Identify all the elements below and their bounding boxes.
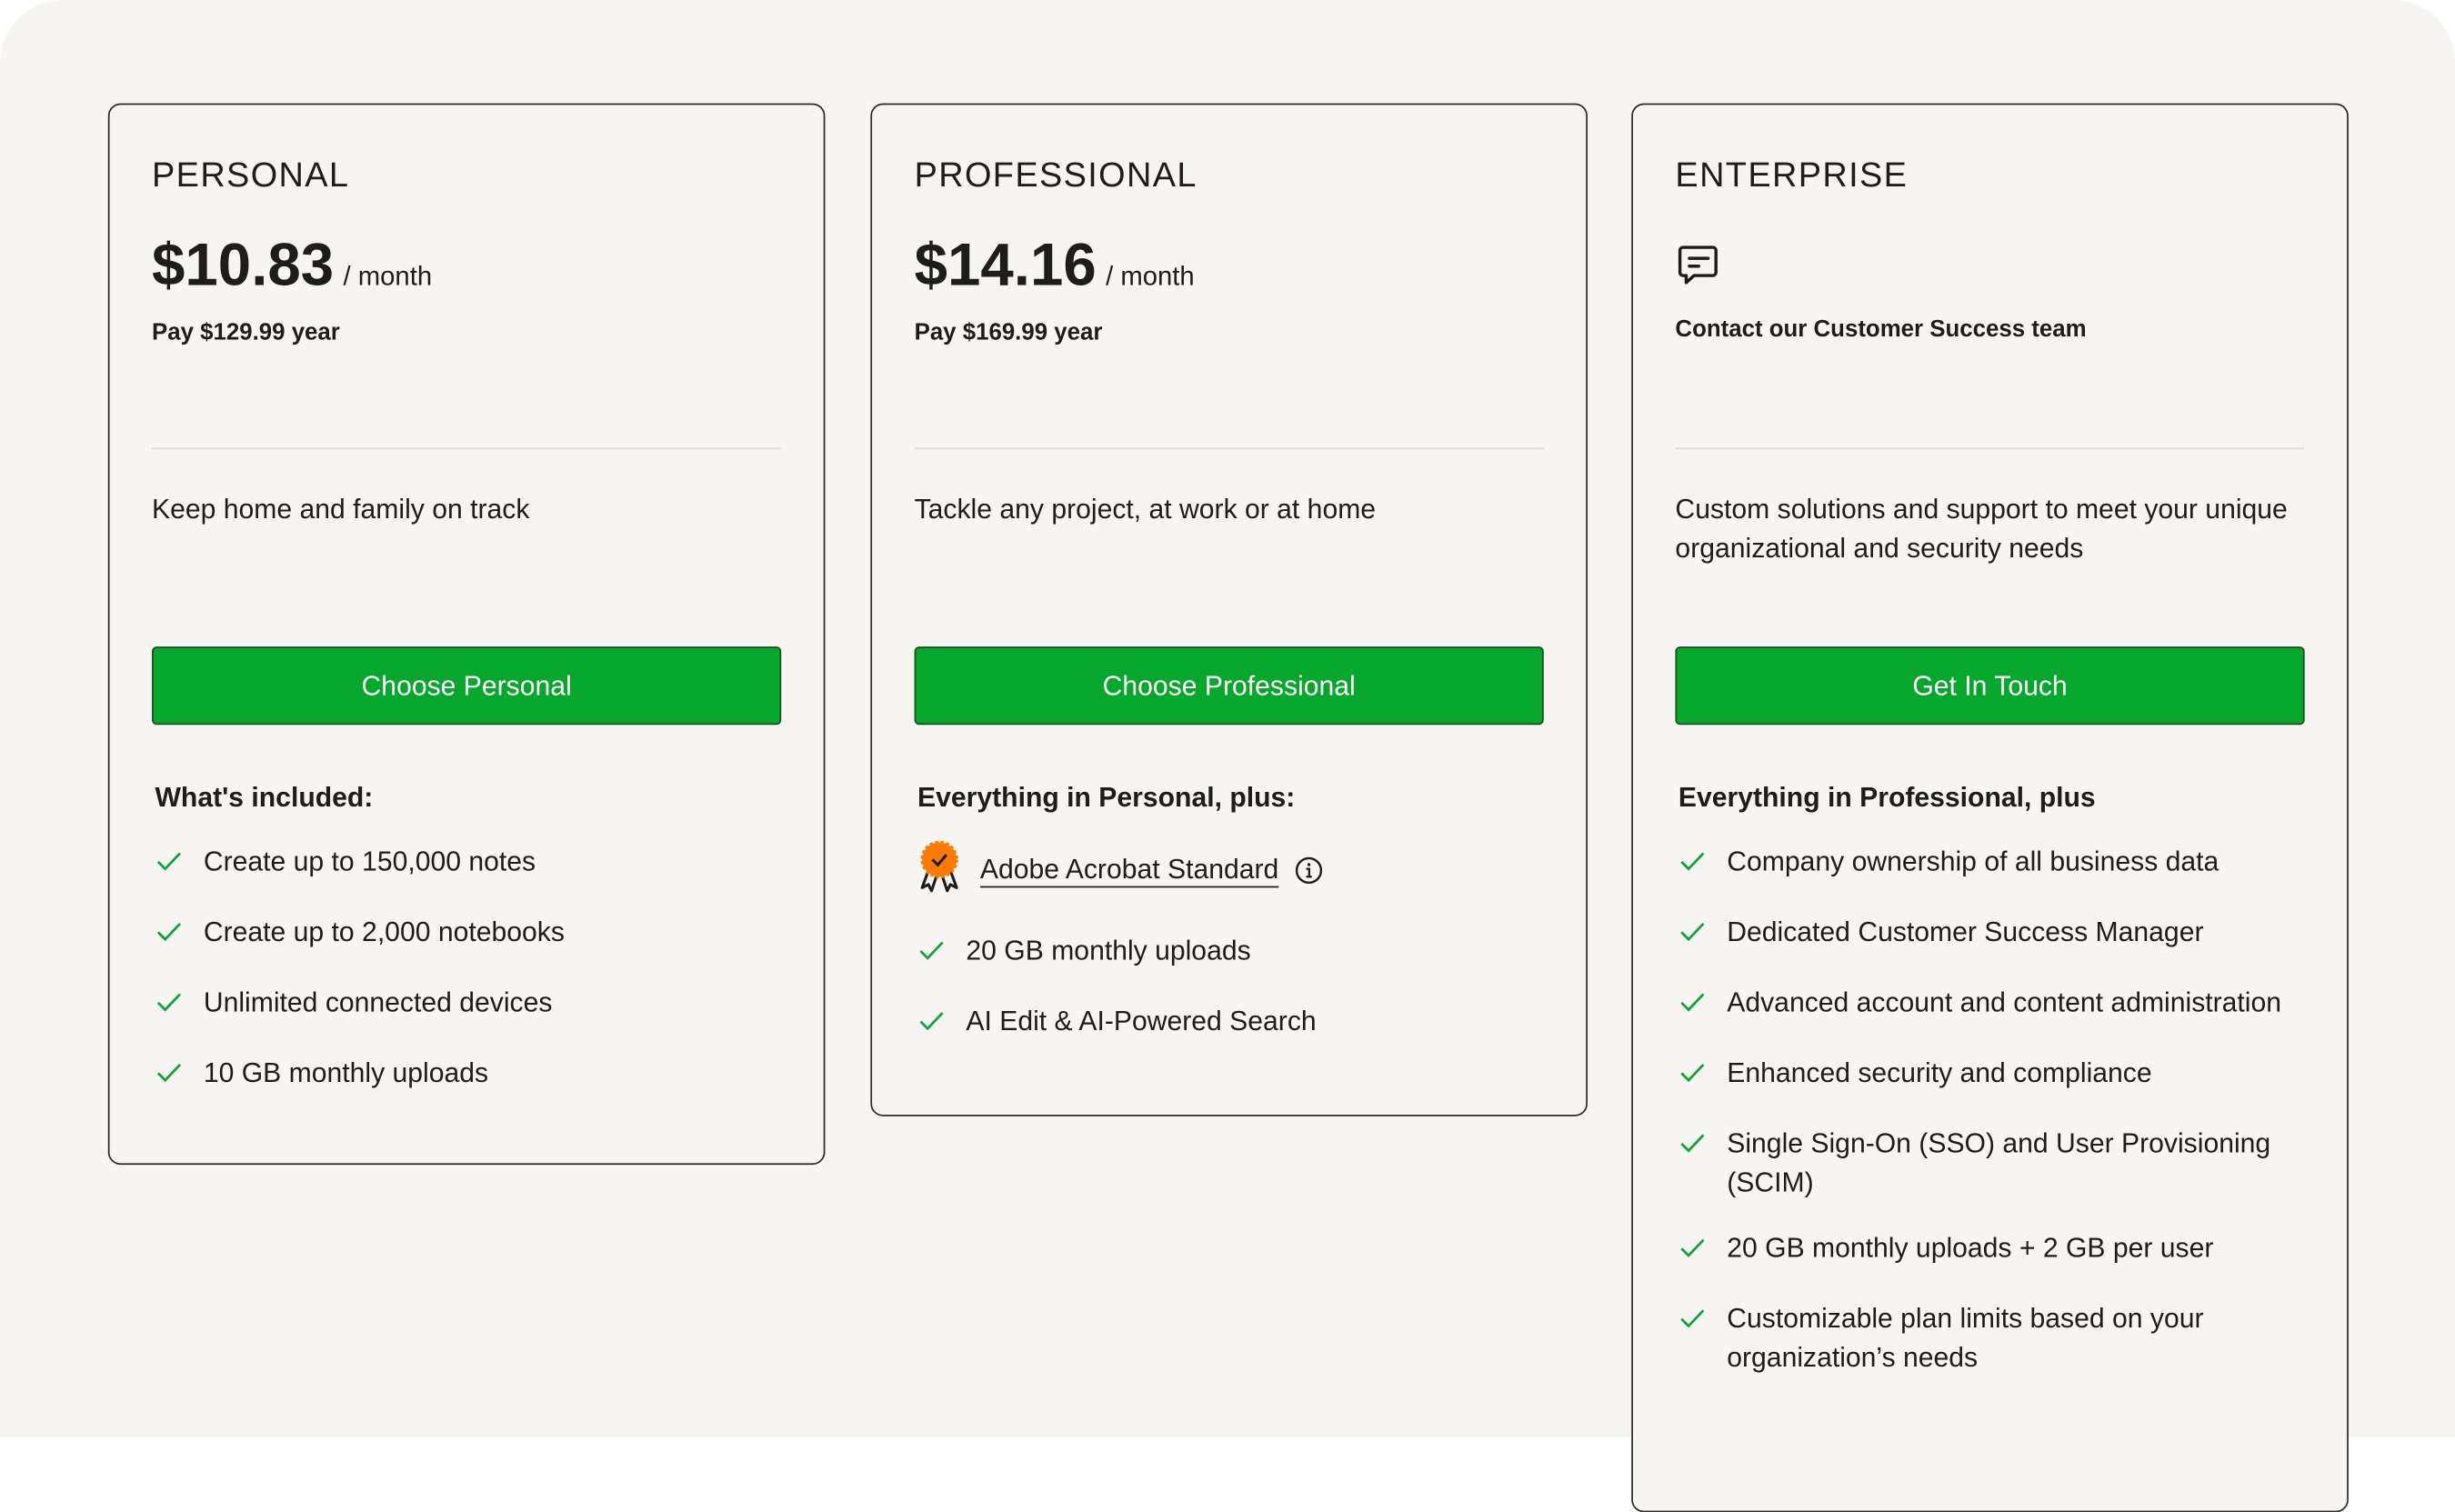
- divider: [152, 447, 782, 450]
- check-icon: [155, 842, 203, 886]
- award-badge-icon: [917, 839, 966, 900]
- feature-item: Unlimited connected devices: [155, 983, 792, 1026]
- plan-description: Keep home and family on track: [152, 493, 530, 525]
- feature-item: Create up to 2,000 notebooks: [155, 913, 792, 956]
- check-icon: [917, 932, 966, 976]
- feature-text: Create up to 150,000 notes: [203, 845, 536, 877]
- feature-item: 20 GB monthly uploads: [917, 932, 1555, 976]
- plan-title: PERSONAL: [152, 155, 350, 195]
- features-heading: What's included:: [155, 781, 374, 813]
- feature-item: Single Sign-On (SSO) and User Provisioni…: [1678, 1124, 2316, 1202]
- feature-text: AI Edit & AI-Powered Search: [966, 1005, 1317, 1036]
- check-icon: [155, 913, 203, 956]
- plan-price: $10.83 / month: [152, 234, 432, 301]
- plan-title: ENTERPRISE: [1675, 155, 1909, 195]
- check-icon: [1678, 842, 1727, 886]
- feature-text: 10 GB monthly uploads: [203, 1056, 489, 1088]
- plan-price: $14.16 / month: [915, 234, 1195, 301]
- get-in-touch-button[interactable]: Get In Touch: [1675, 646, 2305, 726]
- choose-personal-button[interactable]: Choose Personal: [152, 646, 782, 726]
- check-icon: [1678, 1054, 1727, 1097]
- price-amount: $14.16: [914, 233, 1097, 299]
- feature-text: Enhanced security and compliance: [1727, 1056, 2152, 1088]
- feature-text: Company ownership of all business data: [1727, 845, 2220, 877]
- feature-item: AI Edit & AI-Powered Search: [917, 1002, 1555, 1046]
- feature-item: Create up to 150,000 notes: [155, 842, 792, 886]
- price-period: / month: [343, 261, 433, 292]
- price-amount: $10.83: [152, 233, 335, 299]
- check-icon: [155, 1054, 203, 1097]
- feature-item: 20 GB monthly uploads + 2 GB per user: [1678, 1229, 2316, 1273]
- feature-text: Single Sign-On (SSO) and User Provisioni…: [1727, 1126, 2271, 1198]
- contact-note: Contact our Customer Success team: [1675, 315, 2087, 344]
- plan-card-enterprise: ENTERPRISE Contact our Customer Success …: [1631, 103, 2349, 1512]
- feature-list: What's included: Create up to 150,000 no…: [155, 781, 792, 1124]
- check-icon: [155, 983, 203, 1026]
- feature-list: Everything in Professional, plus Company…: [1678, 781, 2316, 1404]
- adobe-acrobat-link[interactable]: Adobe Acrobat Standard: [979, 853, 1279, 885]
- check-icon: [917, 1002, 966, 1046]
- plan-card-professional: PROFESSIONAL $14.16 / month Pay $169.99 …: [870, 103, 1588, 1116]
- feature-text: Dedicated Customer Success Manager: [1727, 916, 2204, 947]
- check-icon: [1678, 1229, 1727, 1273]
- feature-item: 10 GB monthly uploads: [155, 1054, 792, 1097]
- adobe-acrobat-feature: Adobe Acrobat Standard: [917, 839, 1555, 900]
- plan-card-personal: PERSONAL $10.83 / month Pay $129.99 year…: [107, 103, 826, 1166]
- feature-item: Advanced account and content administrat…: [1678, 983, 2316, 1026]
- plan-description: Custom solutions and support to meet you…: [1675, 493, 2288, 564]
- divider: [914, 447, 1544, 450]
- feature-item: Dedicated Customer Success Manager: [1678, 913, 2316, 956]
- divider: [1675, 447, 2305, 450]
- feature-item: Company ownership of all business data: [1678, 842, 2316, 886]
- check-icon: [1678, 1124, 1727, 1202]
- feature-text: Customizable plan limits based on your o…: [1727, 1302, 2204, 1374]
- check-icon: [1678, 983, 1727, 1026]
- info-icon[interactable]: [1295, 856, 1323, 884]
- feature-item: Customizable plan limits based on your o…: [1678, 1299, 2316, 1377]
- features-heading: Everything in Professional, plus: [1678, 781, 2096, 813]
- check-icon: [1678, 1299, 1727, 1377]
- feature-item: Enhanced security and compliance: [1678, 1054, 2316, 1097]
- feature-list: Everything in Personal, plus: Adobe Acro…: [917, 781, 1555, 1072]
- feature-text: Advanced account and content administrat…: [1727, 986, 2282, 1018]
- feature-text: 20 GB monthly uploads: [966, 934, 1251, 966]
- choose-professional-button[interactable]: Choose Professional: [914, 646, 1544, 726]
- chat-bubble-icon: [1678, 245, 1718, 285]
- plan-description: Tackle any project, at work or at home: [914, 493, 1377, 525]
- billing-note: Pay $129.99 year: [152, 319, 340, 346]
- plan-title: PROFESSIONAL: [914, 155, 1197, 195]
- check-icon: [1678, 913, 1727, 956]
- features-heading: Everything in Personal, plus:: [917, 781, 1296, 813]
- billing-note: Pay $169.99 year: [914, 319, 1103, 346]
- feature-text: Unlimited connected devices: [203, 986, 553, 1018]
- feature-text: Create up to 2,000 notebooks: [203, 916, 565, 947]
- feature-text: 20 GB monthly uploads + 2 GB per user: [1727, 1232, 2214, 1264]
- price-period: / month: [1106, 261, 1195, 292]
